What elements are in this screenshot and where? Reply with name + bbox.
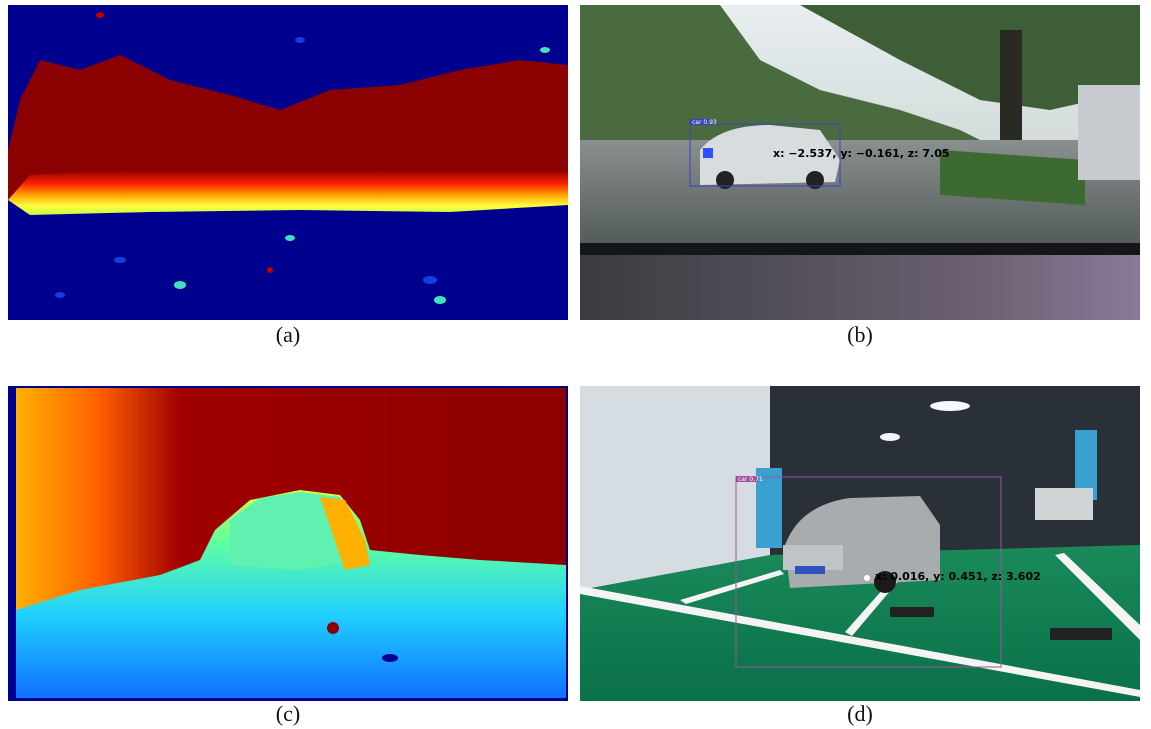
depth-map-c (8, 386, 568, 701)
caption: (d) (847, 701, 873, 726)
photo-b (580, 5, 1140, 320)
detection-label: car 0.71 (738, 476, 763, 483)
detection-coords: x: 0.016, y: 0.451, z: 3.602 (875, 570, 1041, 583)
detection-coords: x: −2.537, y: −0.161, z: 7.05 (773, 147, 950, 160)
caption: (b) (847, 322, 873, 347)
caption: (a) (276, 322, 300, 347)
depth-map-a (8, 5, 568, 320)
caption: (c) (276, 701, 300, 726)
figure: (a) car 0.93 x: −2.537, y: −0.161, z: 7.… (0, 0, 1151, 729)
detection-label: car 0.93 (692, 119, 717, 126)
photo-d (580, 386, 1140, 701)
